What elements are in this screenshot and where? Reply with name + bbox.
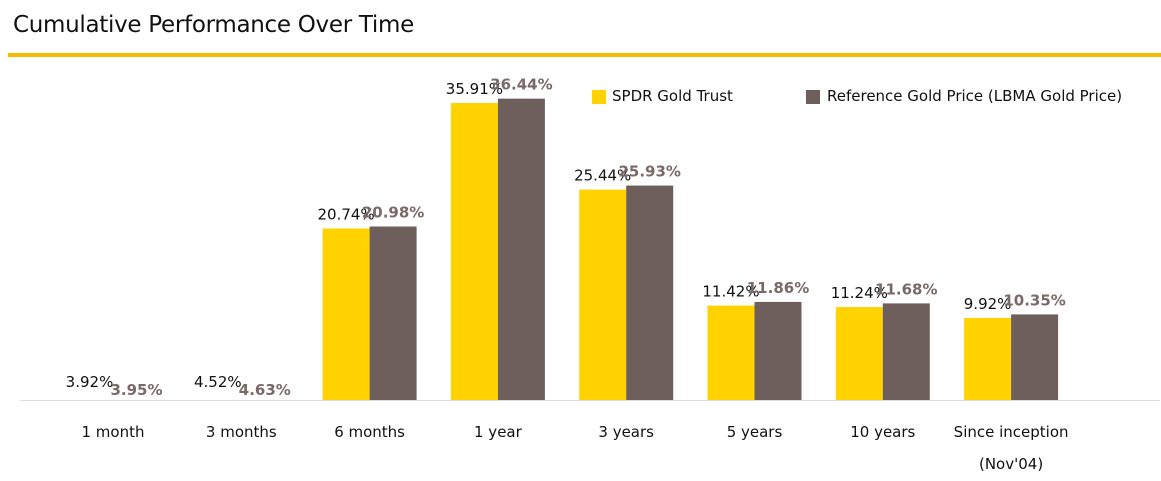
data-label: 10.35%	[1003, 291, 1065, 309]
data-label: 4.52%	[194, 373, 242, 391]
legend-swatch	[592, 90, 606, 104]
data-label: 20.98%	[362, 203, 424, 221]
legend-label: SPDR Gold Trust	[612, 87, 733, 105]
data-label: 11.68%	[875, 280, 937, 298]
data-label: 25.44%	[574, 167, 631, 185]
bar-reference	[369, 226, 417, 400]
bar-reference	[754, 301, 802, 400]
bar-reference	[882, 303, 930, 400]
bar-spdr	[707, 305, 755, 400]
bar-spdr	[579, 189, 627, 400]
x-tick-label: 1 month	[82, 423, 145, 441]
bar-spdr	[835, 307, 883, 400]
bar-spdr	[450, 103, 498, 401]
bar-reference	[626, 185, 674, 400]
data-label: 20.74%	[317, 205, 374, 223]
x-tick-label: (Nov'04)	[979, 455, 1043, 473]
bar-spdr	[322, 228, 370, 400]
legend-swatch	[806, 90, 820, 104]
page-title: Cumulative Performance Over Time	[13, 12, 414, 38]
x-tick-label: 3 years	[598, 423, 654, 441]
data-label: 4.63%	[239, 381, 291, 399]
x-tick-label: 3 months	[206, 423, 277, 441]
x-tick-label: Since inception	[954, 423, 1069, 441]
data-label: 3.92%	[66, 373, 114, 391]
legend-label: Reference Gold Price (LBMA Gold Price)	[827, 87, 1122, 105]
data-label: 11.86%	[747, 279, 809, 297]
x-tick-label: 10 years	[850, 423, 915, 441]
bar-spdr	[964, 317, 1012, 400]
x-tick-label: 1 year	[474, 423, 523, 441]
bar-reference	[497, 98, 545, 400]
x-tick-label: 5 years	[727, 423, 783, 441]
data-label: 9.92%	[964, 295, 1012, 313]
bar-reference	[1011, 314, 1059, 400]
data-label: 11.24%	[831, 284, 888, 302]
data-label: 25.93%	[618, 163, 680, 181]
x-tick-label: 6 months	[334, 423, 405, 441]
data-label: 3.95%	[110, 381, 162, 399]
title-divider	[8, 53, 1161, 57]
data-label: 36.44%	[490, 76, 552, 94]
data-label: 11.42%	[702, 283, 759, 301]
data-label: 35.91%	[446, 80, 503, 98]
